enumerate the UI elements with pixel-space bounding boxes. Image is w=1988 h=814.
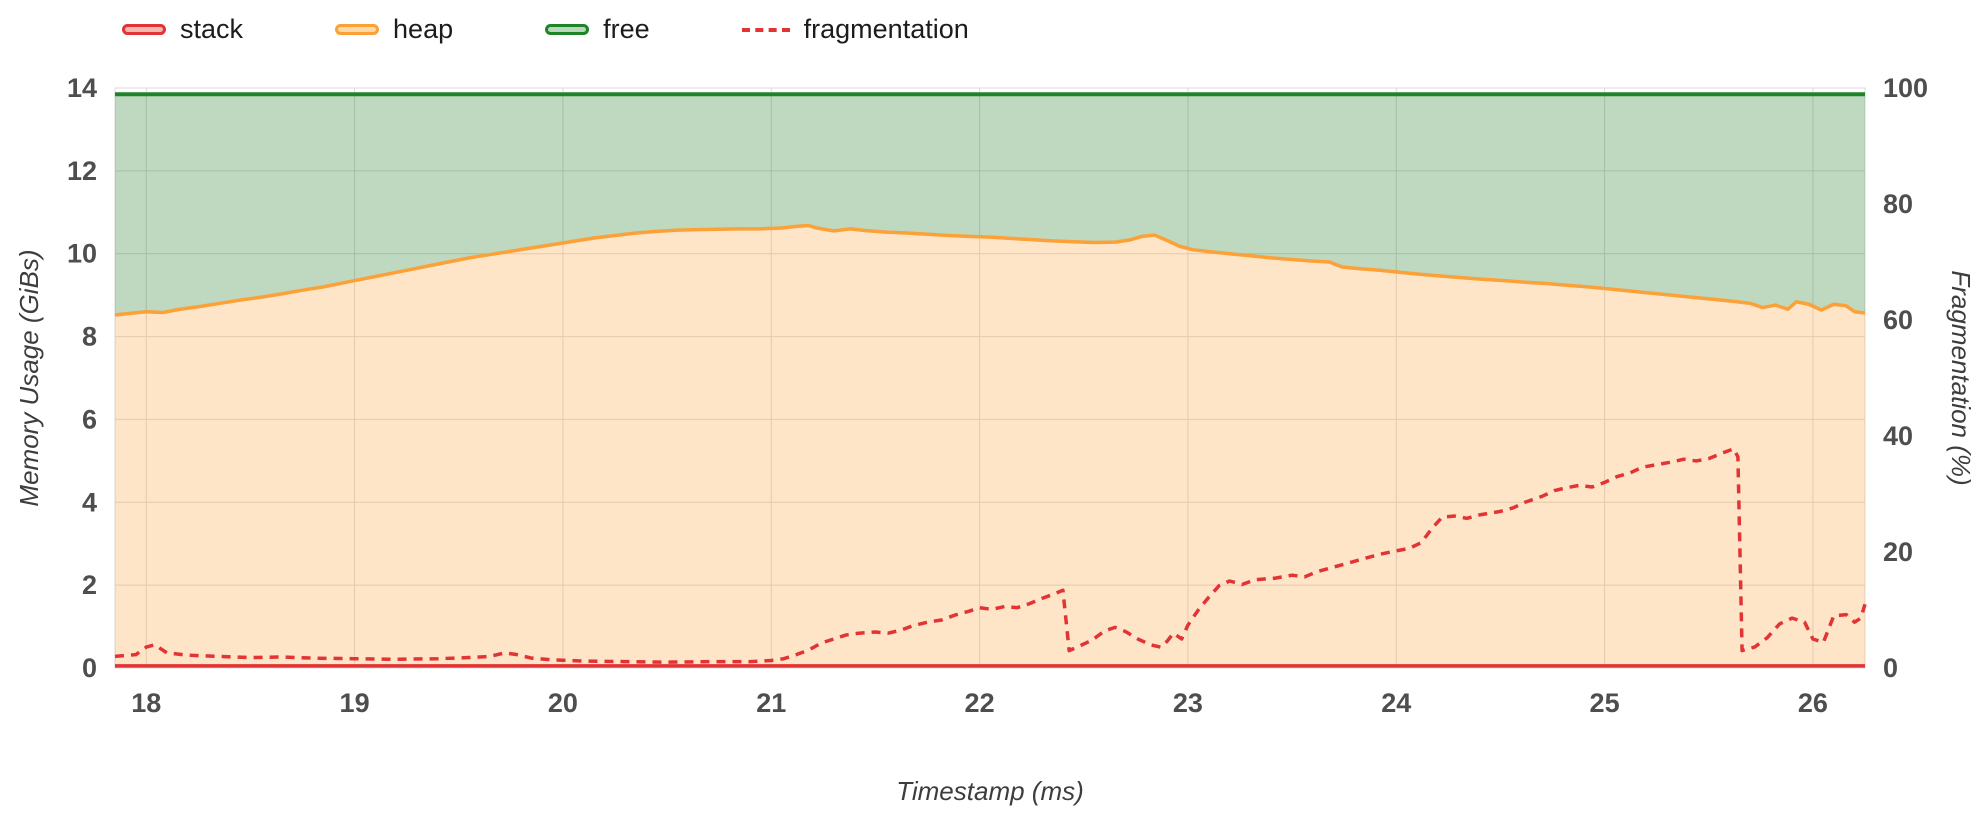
legend-item-stack: stack [122, 16, 243, 43]
svg-text:19: 19 [340, 688, 370, 718]
legend-swatch-heap [335, 24, 380, 35]
svg-text:0: 0 [1883, 653, 1898, 683]
svg-text:20: 20 [1883, 537, 1913, 567]
legend-label-fragmentation: fragmentation [803, 14, 969, 44]
legend-swatch-fragmentation [741, 27, 790, 32]
svg-text:20: 20 [548, 688, 578, 718]
legend-swatch-free [545, 24, 590, 35]
legend-item-free: free [545, 16, 650, 43]
svg-text:Timestamp (ms): Timestamp (ms) [896, 776, 1084, 806]
svg-text:Fragmentation (%): Fragmentation (%) [1946, 270, 1976, 485]
svg-text:22: 22 [965, 688, 995, 718]
svg-text:6: 6 [82, 404, 97, 434]
legend-label-stack: stack [180, 14, 244, 44]
legend-item-heap: heap [335, 16, 453, 43]
svg-text:26: 26 [1798, 688, 1828, 718]
svg-text:18: 18 [131, 688, 161, 718]
svg-text:40: 40 [1883, 421, 1913, 451]
legend-label-heap: heap [393, 14, 454, 44]
legend-label-free: free [603, 14, 650, 44]
svg-text:0: 0 [82, 653, 97, 683]
svg-text:4: 4 [82, 487, 97, 517]
svg-text:Memory Usage (GiBs): Memory Usage (GiBs) [14, 249, 44, 506]
svg-text:100: 100 [1883, 73, 1928, 103]
svg-text:23: 23 [1173, 688, 1203, 718]
svg-text:60: 60 [1883, 305, 1913, 335]
svg-text:21: 21 [756, 688, 786, 718]
svg-text:12: 12 [67, 156, 97, 186]
svg-text:80: 80 [1883, 189, 1913, 219]
svg-text:24: 24 [1381, 688, 1411, 718]
svg-text:8: 8 [82, 322, 97, 352]
legend-swatch-stack [122, 24, 166, 35]
svg-text:14: 14 [67, 73, 97, 103]
svg-text:10: 10 [67, 239, 97, 269]
svg-text:2: 2 [82, 570, 97, 600]
chart-legend: stack heap free fragmentation [122, 16, 969, 43]
legend-item-fragmentation: fragmentation [741, 14, 969, 44]
svg-text:25: 25 [1590, 688, 1620, 718]
